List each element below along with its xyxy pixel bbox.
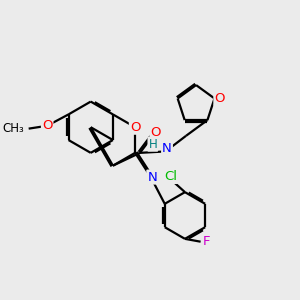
Text: F: F (202, 235, 210, 248)
Text: O: O (214, 92, 225, 105)
Text: H: H (148, 138, 157, 151)
Text: CH₃: CH₃ (3, 122, 24, 135)
Text: O: O (150, 126, 161, 140)
Text: O: O (130, 121, 140, 134)
Text: N: N (147, 171, 157, 184)
Text: N: N (162, 142, 172, 155)
Text: O: O (42, 119, 52, 132)
Text: Cl: Cl (164, 170, 177, 183)
